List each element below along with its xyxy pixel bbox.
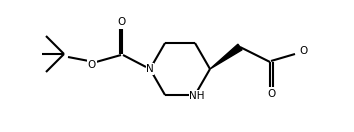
Text: O: O bbox=[88, 60, 96, 70]
Text: O: O bbox=[267, 89, 275, 99]
Polygon shape bbox=[210, 44, 242, 69]
Text: N: N bbox=[146, 64, 154, 74]
Text: O: O bbox=[118, 17, 126, 27]
Text: NH: NH bbox=[189, 91, 205, 101]
Text: O: O bbox=[299, 46, 307, 56]
